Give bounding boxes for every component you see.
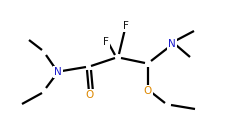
Text: N: N (54, 67, 62, 77)
Text: F: F (103, 37, 109, 47)
Text: O: O (85, 90, 94, 100)
Text: N: N (167, 39, 175, 49)
Text: O: O (143, 86, 151, 96)
Text: F: F (123, 21, 128, 31)
